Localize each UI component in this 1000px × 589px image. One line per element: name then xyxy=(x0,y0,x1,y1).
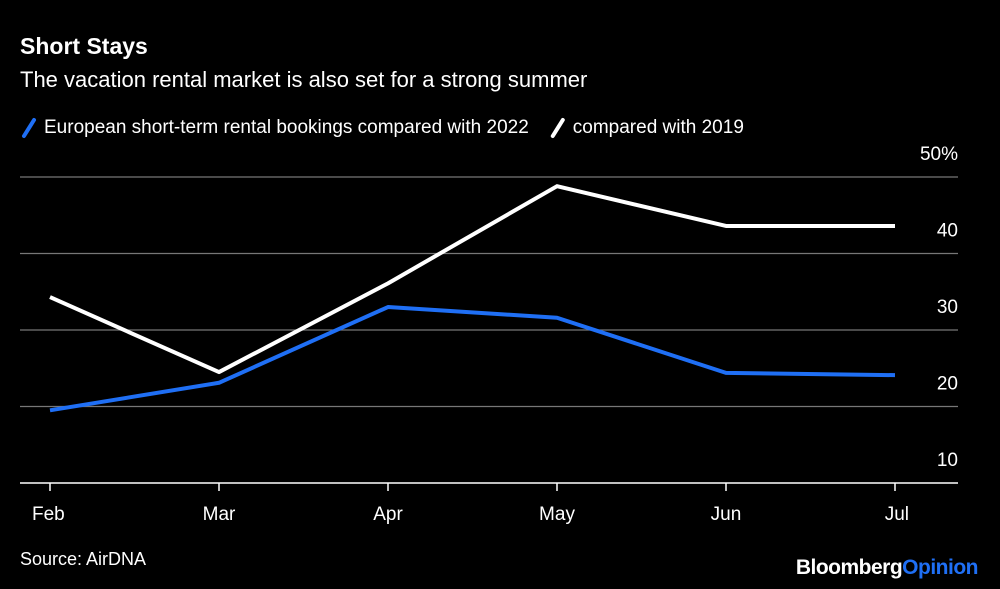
y-tick-label: 50% xyxy=(920,144,958,165)
chart-title: Short Stays xyxy=(20,33,148,59)
y-tick-label: 10 xyxy=(937,450,958,471)
y-tick-label: 30 xyxy=(937,297,958,318)
x-tick-label: Mar xyxy=(203,504,236,525)
logo-bloomberg: Bloomberg xyxy=(796,556,902,579)
source: Source: AirDNA xyxy=(20,549,146,569)
logo-opinion: Opinion xyxy=(902,556,978,579)
logo: BloombergOpinion xyxy=(796,556,978,579)
x-tick-label: Apr xyxy=(373,504,403,525)
y-tick-label: 20 xyxy=(937,374,958,395)
series-line xyxy=(49,184,895,375)
chart-subtitle: The vacation rental market is also set f… xyxy=(20,67,587,92)
legend-label: compared with 2019 xyxy=(573,117,744,138)
x-tick-label: May xyxy=(539,504,575,525)
legend-swatch xyxy=(550,118,565,138)
x-tick-label: Feb xyxy=(32,504,65,525)
x-tick-label: Jul xyxy=(885,504,909,525)
series-line xyxy=(49,305,896,413)
legend-swatch xyxy=(22,118,36,138)
x-tick-label: Jun xyxy=(711,504,742,525)
y-tick-label: 40 xyxy=(937,221,958,242)
legend-label: European short-term rental bookings comp… xyxy=(44,117,529,138)
